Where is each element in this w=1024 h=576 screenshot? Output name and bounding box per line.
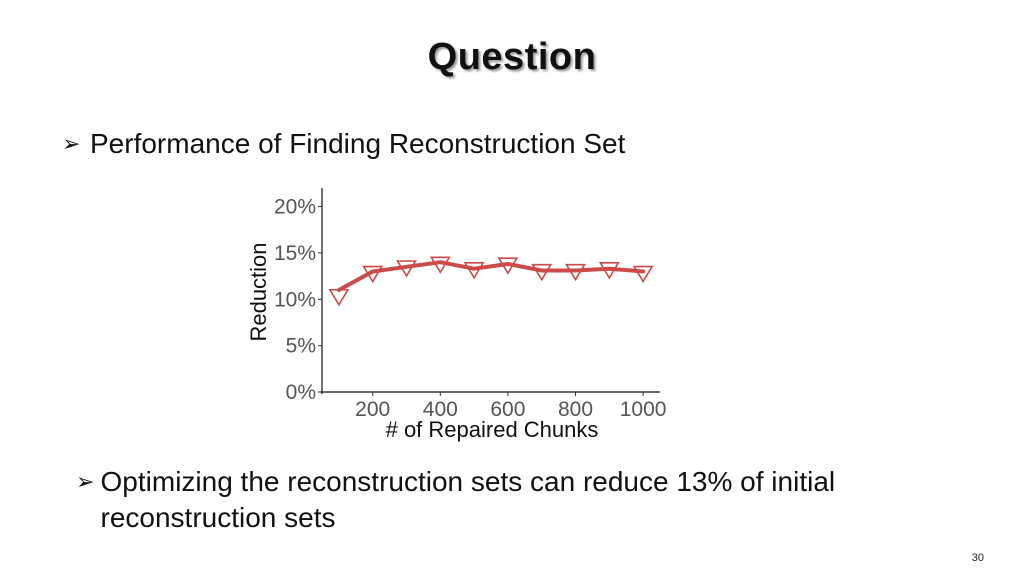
x-tick-label: 1000 [620, 398, 667, 421]
page-number: 30 [971, 552, 984, 564]
x-tick-label: 800 [558, 398, 593, 421]
data-point-marker [396, 260, 417, 278]
data-point-marker [429, 256, 451, 274]
y-tick-label: 20% [274, 196, 316, 219]
x-tick-label: 600 [490, 398, 525, 421]
data-point-marker [328, 288, 350, 307]
chart-axes [320, 188, 660, 394]
x-axis-title: # of Repaired Chunks [386, 417, 599, 442]
y-tick-label: 5% [286, 335, 316, 358]
chart-series [328, 256, 654, 307]
data-point-marker [632, 265, 654, 284]
x-tick-label: 400 [423, 398, 458, 421]
arrow-bullet-icon: ➢ [62, 131, 81, 156]
bullet-text: Optimizing the reconstruction sets can r… [100, 466, 836, 533]
y-tick-label: 10% [274, 288, 316, 311]
y-tick-label: 0% [286, 381, 316, 404]
bullet-performance: ➢ Performance of Finding Reconstruction … [62, 126, 625, 162]
slide-title: Question [427, 36, 597, 78]
chart-svg: 0% 5% 10% 15% 20% 200 400 600 800 1000 # of Repai… [246, 188, 666, 442]
bullet-text: Performance of Finding Reconstruction Se… [90, 128, 626, 159]
y-axis-title: Reduction [246, 242, 271, 341]
data-point-marker [565, 263, 586, 282]
x-tick-label: 200 [355, 398, 390, 421]
reduction-chart: 0% 5% 10% 15% 20% 200 400 600 800 1000 # of Repai… [240, 180, 680, 450]
data-point-marker [497, 257, 519, 275]
bullet-optimizing: ➢ Optimizing the reconstruction sets can… [76, 464, 936, 536]
data-point-marker [598, 262, 620, 280]
chart-ticks: 0% 5% 10% 15% 20% 200 400 600 800 1000 [274, 196, 666, 421]
data-point-marker [362, 265, 384, 284]
arrow-bullet-icon: ➢ [76, 469, 95, 494]
data-point-marker [531, 263, 553, 282]
y-tick-label: 15% [274, 242, 316, 265]
series-line [336, 260, 646, 292]
data-point-marker [463, 262, 485, 280]
